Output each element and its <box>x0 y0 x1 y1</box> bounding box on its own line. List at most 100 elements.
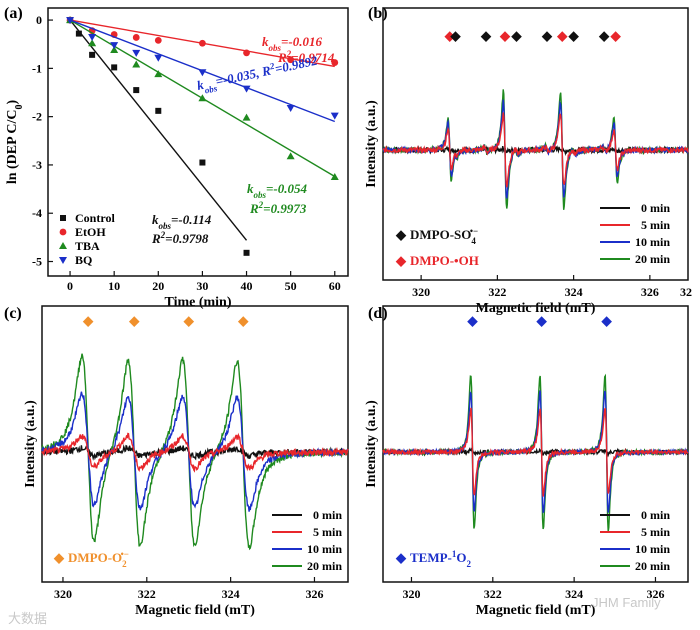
x-tick-label: 326 <box>305 587 323 601</box>
legend-label-20-min: 20 min <box>307 559 342 573</box>
o2-peak-marker: ◆ <box>237 313 249 328</box>
so4-peak-marker: ◆ <box>568 28 580 43</box>
species-o2-sup: •− <box>121 549 129 559</box>
x-tick-label: 326 <box>641 285 659 299</box>
annot-etoh-k-k: k <box>262 34 269 49</box>
temp-peak-marker: ◆ <box>536 313 548 328</box>
spectrum-line-10-min <box>41 391 349 512</box>
panel-c: (c) 320 322 324 326 Magnetic field (mT) Intens… <box>4 305 349 618</box>
o2-peak-marker: ◆ <box>183 313 195 328</box>
annot-tba-k-k: k <box>247 181 254 196</box>
annot-tba-r2-val: =0.9973 <box>263 201 307 216</box>
annot-etoh-r2-sup: 2 <box>286 49 292 59</box>
x-tick-label: 320 <box>54 587 72 601</box>
x-tick-label: 320 <box>402 587 420 601</box>
annot-etoh-k-val: =-0.016 <box>281 34 322 49</box>
legend-label-10-min: 10 min <box>635 235 670 249</box>
o2-peak-marker: ◆ <box>128 313 140 328</box>
data-point-control <box>111 64 118 71</box>
x-axis-label: Magnetic field (mT) <box>135 603 255 618</box>
species-so4-sub: 4 <box>471 236 476 246</box>
legend-label-20-min: 20 min <box>635 252 670 266</box>
y-axis-label-sub: 0 <box>14 104 25 109</box>
data-point-tba <box>242 113 251 121</box>
panel-label-c: (c) <box>4 305 22 322</box>
legend-label-bq: BQ <box>75 253 92 267</box>
data-point-etoh <box>331 59 339 66</box>
legend-label-0-min: 0 min <box>641 508 670 522</box>
x-tick-label: 60 <box>329 279 341 293</box>
panel-label-d: (d) <box>368 305 388 322</box>
legend-marker-control <box>60 215 66 221</box>
annot-tba-r2-r: R <box>249 201 259 216</box>
annot-control-k-sub: obs <box>159 221 172 231</box>
annot-tba-r2: R2=0.9973 <box>249 200 307 216</box>
species-temp-sup: 1 <box>452 549 457 559</box>
annot-bq-r2-sup: 2 <box>268 61 276 72</box>
x-tick-label: 30 <box>196 279 208 293</box>
annot-tba-k-sub: obs <box>254 190 267 200</box>
panel-c-frame <box>41 305 349 583</box>
o2-peak-marker: ◆ <box>82 313 94 328</box>
species-temp-main: TEMP- <box>410 550 452 565</box>
data-point-etoh <box>243 49 250 57</box>
data-point-etoh <box>132 34 140 41</box>
data-point-tba <box>286 152 295 160</box>
data-point-control <box>133 87 140 94</box>
annot-bq-k: k <box>196 77 206 93</box>
annot-control-k: kobs=-0.114 <box>152 212 212 231</box>
y-axis-label: Intensity (a.u.) <box>364 100 379 188</box>
panel-label-a: (a) <box>4 5 23 22</box>
x-tick-label: 10 <box>108 279 120 293</box>
data-point-bq <box>88 33 97 41</box>
legend-label-10-min: 10 min <box>635 542 670 556</box>
data-point-control <box>243 249 250 256</box>
annot-tba-r2-sup: 2 <box>258 200 264 210</box>
panel-d: (d) 320 322 324 326 Magnetic field (mT) Intens… <box>364 305 689 618</box>
y-axis-label: Intensity (a.u.) <box>364 400 379 488</box>
fit-line-control <box>69 19 248 241</box>
annot-control-r2-sup: 2 <box>160 230 166 240</box>
panel-d-frame <box>382 305 689 583</box>
y-axis-label-main: ln (DEP C/C <box>5 109 20 184</box>
legend-label-5-min: 5 min <box>641 525 670 539</box>
legend-marker-etoh <box>59 228 67 236</box>
data-point-bq <box>330 112 339 120</box>
species-temp-label: TEMP-1O2 <box>410 549 472 569</box>
legend-marker-tba <box>59 242 67 249</box>
y-tick-label: -4 <box>32 206 42 220</box>
species-o2-sub: 2 <box>122 559 127 569</box>
data-point-control <box>75 30 82 37</box>
data-point-control <box>155 107 162 114</box>
data-point-etoh <box>199 39 206 47</box>
x-tick-label: 322 <box>138 587 156 601</box>
panel-b-frame <box>382 7 689 281</box>
species-o2-main: DMPO-O <box>68 550 122 565</box>
y-tick-label: -1 <box>32 61 42 75</box>
oh-peak-marker: ◆ <box>556 28 568 43</box>
species-oh-marker: ◆ <box>395 253 407 268</box>
annot-control-k-k: k <box>152 212 159 227</box>
annot-control-r2-val: =0.9798 <box>165 231 209 246</box>
data-point-tba <box>198 94 207 102</box>
spectrum-line-5-min <box>382 407 689 497</box>
x-axis-label: Magnetic field (mT) <box>476 301 596 316</box>
legend-label-0-min: 0 min <box>641 201 670 215</box>
annot-tba-k: kobs=-0.054 <box>247 181 308 200</box>
y-tick-label: -2 <box>32 110 42 124</box>
data-point-tba <box>330 173 339 181</box>
spectrum-line-5-min <box>382 112 689 188</box>
species-oh-label: DMPO-•OH <box>410 253 479 268</box>
so4-peak-marker: ◆ <box>598 28 610 43</box>
legend-label-tba: TBA <box>75 239 100 253</box>
x-tick-label: 324 <box>565 285 583 299</box>
watermark-left: 大数据 <box>8 611 47 626</box>
x-tick-label: 324 <box>565 587 583 601</box>
panel-a-frame <box>47 7 349 277</box>
watermark-right: JHM Family <box>592 595 661 610</box>
so4-peak-marker: ◆ <box>510 28 522 43</box>
x-axis-label: Magnetic field (mT) <box>476 603 596 618</box>
legend-marker-bq <box>59 257 67 264</box>
legend-label-etoh: EtOH <box>75 225 106 239</box>
